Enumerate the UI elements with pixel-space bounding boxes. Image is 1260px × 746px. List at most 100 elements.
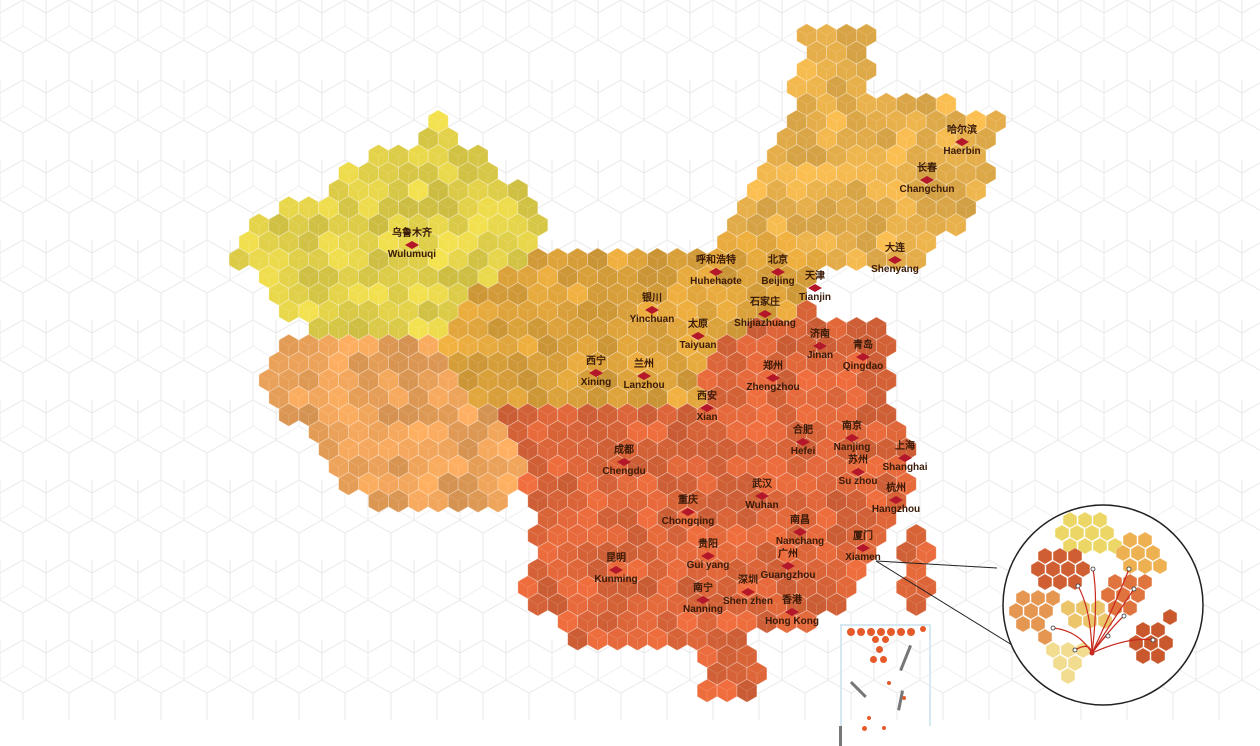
hex-cube-lines xyxy=(517,408,538,427)
city-name-cn: 厦门 xyxy=(853,531,873,542)
hex-cube-lines xyxy=(816,98,837,116)
hex-cube-lines xyxy=(318,374,339,392)
hex-cube-lines xyxy=(288,218,309,237)
hex-cube-lines xyxy=(866,425,887,444)
hex-cube-lines xyxy=(677,546,698,565)
hex-cube-lines xyxy=(886,149,907,168)
hex-cube-lines xyxy=(557,270,578,289)
hex-cube-lines xyxy=(318,339,339,358)
hex-cube-lines xyxy=(358,236,379,254)
hex-cube-lines xyxy=(786,253,807,271)
hex-cube-lines xyxy=(935,167,957,185)
hex-cube-lines xyxy=(746,425,768,444)
hex-cube-lines xyxy=(438,236,459,254)
hex-cube-lines xyxy=(597,374,618,392)
hex-cube-lines xyxy=(736,512,758,530)
hex-cube-lines xyxy=(866,218,887,237)
hex-cube-lines xyxy=(776,339,797,358)
hex-cube-lines xyxy=(447,460,469,478)
hex-cube-lines xyxy=(487,253,509,271)
city-name-cn: 成都 xyxy=(614,445,634,456)
hex-cube-lines xyxy=(408,425,429,444)
hex-cube-lines xyxy=(408,391,429,409)
city-name-en: Kunming xyxy=(594,574,638,585)
hex-cube-lines xyxy=(428,425,449,444)
hex-cell-northeast xyxy=(945,213,967,237)
hex-cube-lines xyxy=(438,477,459,496)
hex-cube-lines xyxy=(368,460,389,478)
city-name-en: Beijing xyxy=(761,276,795,287)
hex-cube-lines xyxy=(418,132,439,151)
city-name-en: Shijiazhuang xyxy=(734,318,796,329)
hex-cube-lines xyxy=(826,425,847,444)
hex-cube-lines xyxy=(567,529,588,547)
hex-cube-lines xyxy=(945,184,967,202)
hex-cube-lines xyxy=(836,512,857,530)
hex-cube-lines xyxy=(876,167,897,185)
hex-cube-lines xyxy=(716,477,738,496)
boundary-dash xyxy=(839,726,842,746)
island-dot xyxy=(867,716,871,720)
hex-cube-lines xyxy=(507,184,529,202)
hex-cube-lines xyxy=(527,391,548,409)
hex-cube-lines xyxy=(447,425,469,444)
hex-cube-lines xyxy=(637,546,658,565)
hex-cube-lines xyxy=(348,322,369,340)
hex-cube-lines xyxy=(557,339,578,358)
hex-cube-lines xyxy=(507,253,529,271)
hex-cube-lines xyxy=(806,529,827,547)
city-name-en: Jinan xyxy=(806,350,834,361)
hex-cube-lines xyxy=(826,356,847,375)
city-name-cn: 广州 xyxy=(778,549,798,560)
hex-cube-lines xyxy=(338,477,359,496)
hex-cube-lines xyxy=(607,494,628,513)
hex-cube-lines xyxy=(428,184,449,202)
hex-cube-lines xyxy=(467,460,489,478)
hex-cube-lines xyxy=(328,184,349,202)
hex-cube-lines xyxy=(776,546,797,565)
hex-cube-lines xyxy=(975,132,997,151)
hex-cube-lines xyxy=(348,460,369,478)
hex-cube-lines xyxy=(896,236,917,254)
hex-cube-lines xyxy=(607,287,628,306)
hex-cube-lines xyxy=(896,132,917,151)
hex-cube-lines xyxy=(786,80,807,99)
hex-cube-lines xyxy=(447,218,469,237)
hex-cube-lines xyxy=(288,253,309,271)
city-name-cn: 南昌 xyxy=(790,515,810,526)
hex-cube-lines xyxy=(786,115,807,133)
hex-cube-lines xyxy=(776,132,797,151)
hex-cube-lines xyxy=(856,29,877,47)
hex-cube-lines xyxy=(368,218,389,237)
hex-cube-lines xyxy=(926,184,947,202)
hex-cube-lines xyxy=(447,287,469,306)
hex-cube-lines xyxy=(756,512,777,530)
hex-cube-lines xyxy=(687,356,708,375)
hex-cube-lines xyxy=(358,374,379,392)
hex-cube-lines xyxy=(567,425,588,444)
hex-cube-lines xyxy=(388,460,409,478)
hex-cube-lines xyxy=(806,218,827,237)
hex-cube-lines xyxy=(706,494,728,513)
hex-cube-lines xyxy=(667,460,688,478)
hex-cube-lines xyxy=(507,460,529,478)
hex-cube-lines xyxy=(796,201,817,220)
city-name-en: Shen zhen xyxy=(722,596,774,607)
hex-cube-lines xyxy=(527,460,548,478)
hex-cube-lines xyxy=(836,339,857,358)
hex-cube-lines xyxy=(527,563,548,582)
hex-cube-lines xyxy=(677,339,698,358)
hex-cube-lines xyxy=(866,460,887,478)
hex-cube-lines xyxy=(856,512,877,530)
hex-cube-lines xyxy=(597,408,618,427)
hex-cube-lines xyxy=(637,270,658,289)
hex-cube-lines xyxy=(896,201,917,220)
hex-cube-lines xyxy=(368,494,389,513)
hex-cube-lines xyxy=(935,98,957,116)
hex-cube-lines xyxy=(438,305,459,323)
hex-cube-lines xyxy=(846,218,867,237)
hex-cube-lines xyxy=(796,443,817,461)
hex-cube-lines xyxy=(726,563,748,582)
hex-cube-lines xyxy=(388,494,409,513)
hex-cube-lines xyxy=(647,460,668,478)
